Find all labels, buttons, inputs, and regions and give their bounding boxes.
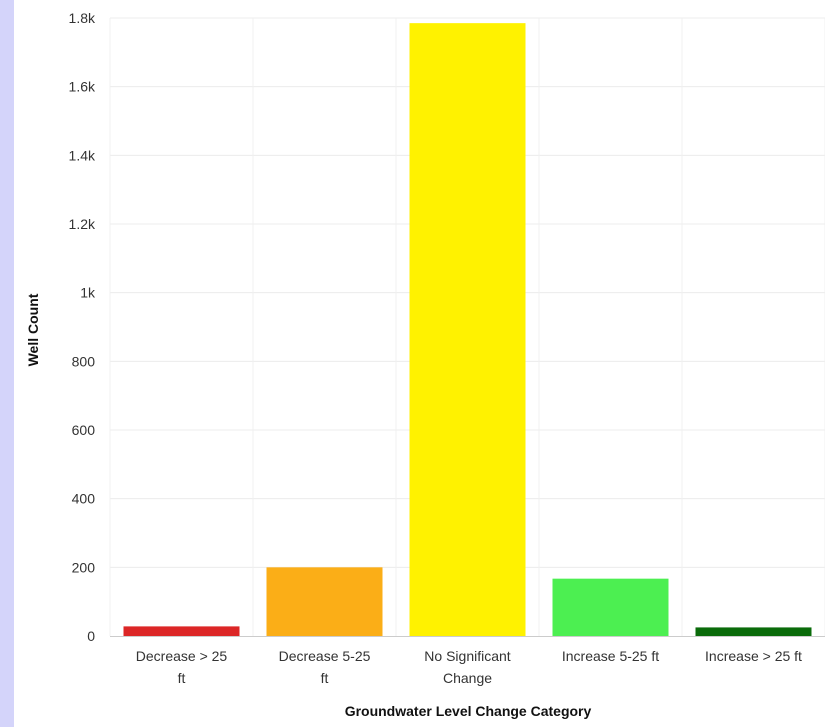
chart-frame: 0 200 400 600 800 1k 1.2k 1.4k 1.6k 1.8k Decrease …	[14, 0, 825, 727]
bar[interactable]	[266, 567, 383, 636]
y-tick-label: 1.6k	[69, 79, 96, 95]
bar[interactable]	[552, 578, 669, 636]
x-tick-label: Increase > 25 ft	[705, 648, 802, 664]
y-tick-label: 400	[72, 491, 96, 507]
y-tick-label: 1.2k	[69, 216, 96, 232]
x-axis-title: Groundwater Level Change Category	[345, 703, 592, 719]
y-axis-title: Well Count	[25, 293, 41, 366]
axes: 0 200 400 600 800 1k 1.2k 1.4k 1.6k 1.8k Decrease …	[69, 10, 825, 686]
x-tick-label: Decrease 5-25	[279, 648, 371, 664]
bars	[123, 23, 812, 636]
x-tick-label: No Significant	[424, 648, 510, 664]
y-tick-label: 200	[72, 559, 96, 575]
x-tick-label: Change	[443, 670, 492, 686]
x-tick-label: ft	[321, 670, 329, 686]
y-tick-label: 1k	[80, 285, 96, 301]
x-tick-label: Decrease > 25	[136, 648, 228, 664]
y-tick-label: 1.4k	[69, 147, 96, 163]
bar-chart: 0 200 400 600 800 1k 1.2k 1.4k 1.6k 1.8k Decrease …	[25, 10, 825, 719]
x-tick-label: ft	[178, 670, 186, 686]
bar[interactable]	[409, 23, 526, 636]
y-tick-label: 1.8k	[69, 10, 96, 26]
y-tick-label: 800	[72, 353, 96, 369]
bar[interactable]	[695, 627, 812, 636]
y-tick-label: 600	[72, 422, 96, 438]
bar[interactable]	[123, 626, 240, 636]
x-tick-label: Increase 5-25 ft	[562, 648, 659, 664]
y-tick-label: 0	[87, 628, 95, 644]
